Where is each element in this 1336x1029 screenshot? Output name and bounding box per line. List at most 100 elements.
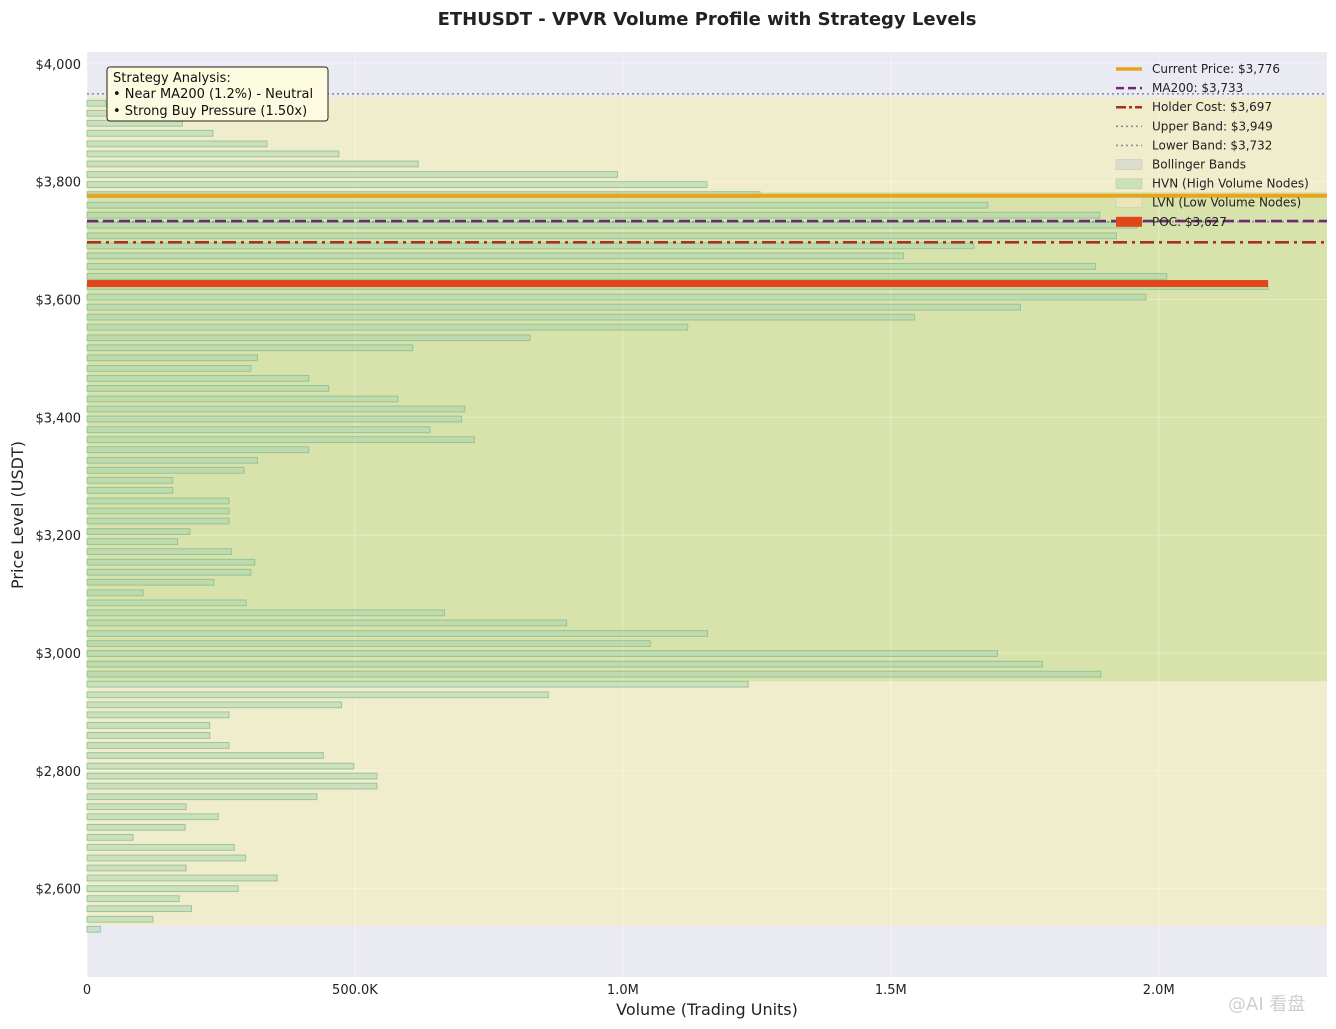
legend-item: Holder Cost: $3,697 bbox=[1152, 100, 1272, 114]
volume-bar bbox=[86, 466, 245, 474]
y-tick-label: $3,800 bbox=[36, 176, 82, 191]
volume-bar bbox=[86, 925, 101, 933]
volume-bar bbox=[86, 670, 1102, 678]
volume-bar bbox=[86, 752, 324, 759]
annotation-line-ma200: • Near MA200 (1.2%) - Neutral bbox=[113, 87, 313, 102]
volume-bar bbox=[86, 354, 258, 362]
x-tick-label: 1.5M bbox=[875, 983, 907, 998]
annotation-line-pressure: • Strong Buy Pressure (1.50x) bbox=[113, 104, 307, 119]
volume-bar bbox=[86, 711, 230, 719]
volume-bar bbox=[86, 691, 549, 699]
volume-bar bbox=[86, 232, 1117, 240]
legend-swatch bbox=[1115, 197, 1143, 208]
y-axis-label: Price Level (USDT) bbox=[8, 441, 27, 589]
volume-bar bbox=[86, 507, 230, 515]
chart-legend: Current Price: $3,776 MA200: $3,733 Holder… bbox=[1115, 62, 1309, 229]
volume-bar bbox=[86, 905, 192, 913]
volume-bar bbox=[86, 171, 619, 178]
volume-bar bbox=[86, 160, 419, 168]
volume-bar bbox=[86, 385, 330, 392]
poc-bar bbox=[87, 280, 1269, 288]
volume-bar bbox=[86, 334, 531, 342]
volume-bar bbox=[86, 181, 708, 188]
volume-bar bbox=[86, 364, 252, 372]
volume-bar bbox=[86, 793, 318, 801]
volume-bar bbox=[86, 874, 278, 882]
volume-bar bbox=[86, 344, 414, 352]
volume-bar bbox=[86, 221, 1138, 229]
volume-bar bbox=[86, 426, 431, 434]
volume-bar bbox=[86, 742, 230, 749]
volume-bar bbox=[86, 548, 233, 556]
volume-bar bbox=[86, 680, 749, 688]
volume-bar bbox=[86, 303, 1021, 311]
volume-bar bbox=[86, 201, 989, 209]
volume-bar bbox=[86, 813, 219, 821]
strategy-analysis-box: Strategy Analysis: • Near MA200 (1.2%) -… bbox=[106, 66, 329, 122]
annotation-frame bbox=[106, 66, 329, 122]
legend-item: LVN (Low Volume Nodes) bbox=[1152, 196, 1301, 210]
volume-bar bbox=[86, 833, 134, 841]
volume-bar bbox=[86, 803, 187, 811]
volume-bar bbox=[86, 538, 179, 546]
volume-bar bbox=[86, 436, 475, 444]
volume-bar bbox=[86, 558, 256, 566]
volume-bar bbox=[86, 762, 355, 770]
volume-bar bbox=[86, 129, 214, 137]
volume-bar bbox=[86, 609, 445, 617]
x-tick-label: 500.0K bbox=[332, 983, 378, 998]
volume-bar bbox=[86, 497, 230, 505]
x-axis-label: Volume (Trading Units) bbox=[616, 1000, 798, 1019]
volume-bar bbox=[86, 630, 709, 637]
volume-bar bbox=[86, 374, 310, 382]
volume-bar bbox=[86, 150, 340, 158]
volume-bar bbox=[86, 446, 310, 454]
y-axis-ticks: $4,000 $3,800 $3,600 $3,400 $3,200 $3,000 $2,8… bbox=[36, 58, 82, 898]
x-axis-ticks: 0 500.0K 1.0M 1.5M 2.0M bbox=[83, 983, 1175, 998]
legend-item: Bollinger Bands bbox=[1152, 158, 1246, 172]
volume-bar bbox=[86, 650, 998, 657]
volume-bar bbox=[86, 854, 247, 862]
legend-swatch bbox=[1115, 178, 1143, 189]
volume-bar bbox=[86, 476, 174, 484]
volume-bar bbox=[86, 843, 235, 851]
volume-bar bbox=[86, 599, 247, 607]
volume-bar bbox=[86, 140, 268, 148]
volume-bar bbox=[86, 528, 191, 535]
volume-bar bbox=[86, 263, 1097, 270]
watermark-text: @AI 看盘 bbox=[1228, 994, 1305, 1015]
volume-bar bbox=[86, 895, 180, 903]
chart-title: ETHUSDT - VPVR Volume Profile with Strat… bbox=[438, 9, 977, 30]
volume-bar bbox=[86, 517, 230, 525]
y-tick-label: $3,200 bbox=[36, 529, 82, 544]
annotation-title: Strategy Analysis: bbox=[113, 71, 231, 86]
volume-bar bbox=[86, 99, 107, 107]
volume-bar bbox=[86, 823, 186, 831]
volume-bar bbox=[86, 242, 975, 250]
x-tick-label: 2.0M bbox=[1143, 983, 1175, 998]
volume-bar bbox=[86, 589, 144, 597]
y-tick-label: $4,000 bbox=[36, 58, 82, 73]
legend-swatch bbox=[1116, 216, 1142, 227]
volume-bar bbox=[86, 772, 378, 780]
y-tick-label: $2,600 bbox=[36, 883, 82, 898]
legend-item: Current Price: $3,776 bbox=[1152, 62, 1280, 76]
legend-item: HVN (High Volume Nodes) bbox=[1152, 177, 1309, 191]
watermark: @AI 看盘 bbox=[1228, 994, 1305, 1015]
volume-bar bbox=[86, 211, 1101, 219]
volume-bar bbox=[86, 405, 466, 413]
volume-bar bbox=[86, 293, 1147, 301]
legend-swatch bbox=[1115, 159, 1143, 170]
volume-bar bbox=[86, 915, 154, 923]
volume-bar bbox=[86, 252, 905, 260]
volume-bar bbox=[86, 578, 215, 586]
volume-bar bbox=[86, 456, 258, 464]
legend-item: POC: $3,627 bbox=[1152, 215, 1227, 229]
volume-bar bbox=[86, 395, 399, 403]
x-tick-label: 0 bbox=[83, 983, 91, 998]
volume-bar bbox=[86, 323, 689, 331]
x-tick-label: 1.0M bbox=[607, 983, 639, 998]
y-tick-label: $2,800 bbox=[36, 765, 82, 780]
volume-bar bbox=[86, 313, 915, 321]
